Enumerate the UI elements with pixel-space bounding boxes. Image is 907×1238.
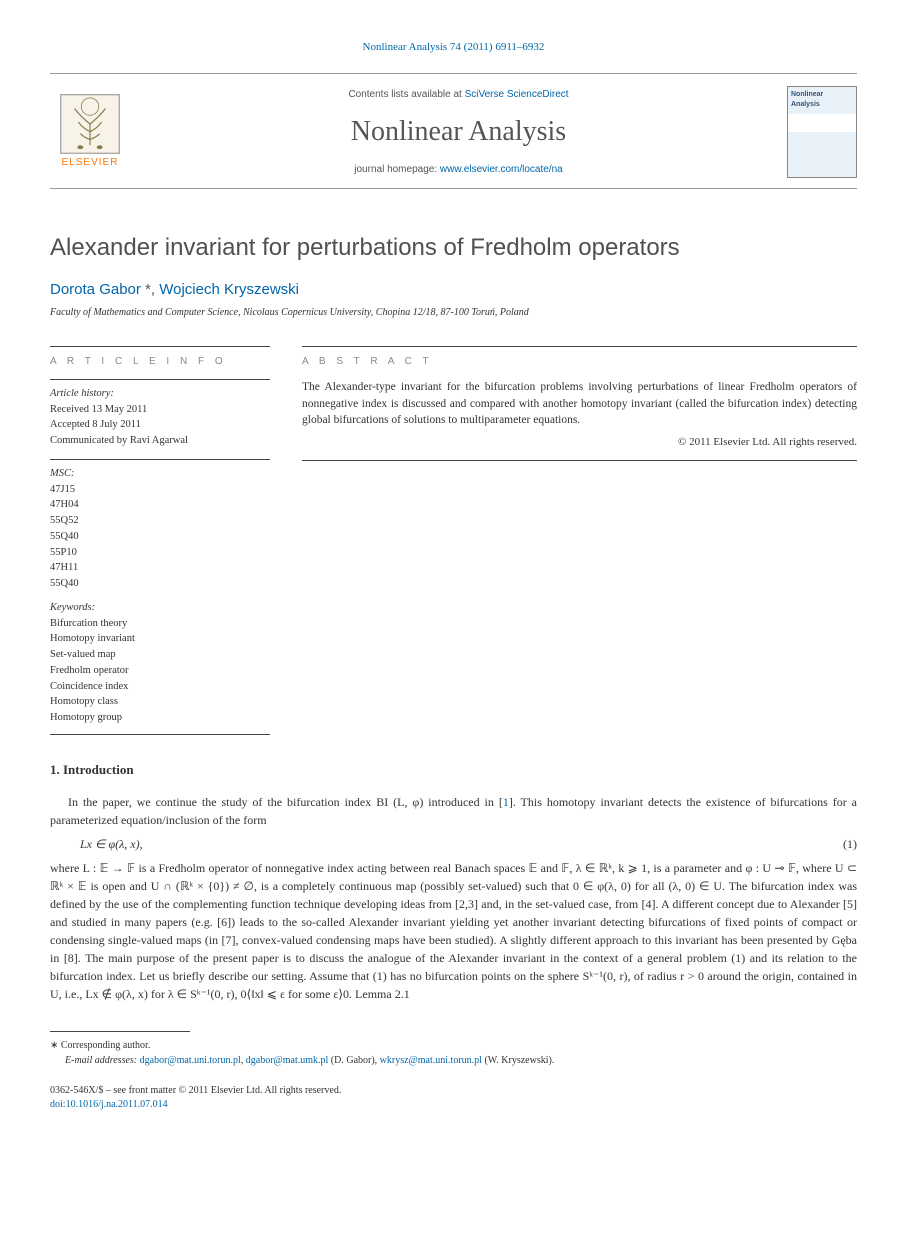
journal-name: Nonlinear Analysis [148, 112, 769, 151]
keyword: Coincidence index [50, 681, 128, 692]
elsevier-wordmark: ELSEVIER [62, 156, 119, 170]
author-1-link[interactable]: Dorota Gabor [50, 281, 141, 298]
keyword: Set-valued map [50, 649, 116, 660]
info-bottom-rule [50, 734, 270, 735]
history-block: Article history: Received 13 May 2011 Ac… [50, 379, 270, 449]
email-1-link[interactable]: dgabor@mat.uni.torun.pl [140, 1055, 241, 1066]
elsevier-tree-icon [60, 94, 120, 154]
msc-item: 47H04 [50, 499, 79, 510]
equation-1-number: (1) [843, 835, 857, 853]
journal-reference: Nonlinear Analysis 74 (2011) 6911–6932 [50, 40, 857, 55]
keyword: Homotopy group [50, 712, 122, 723]
info-abstract-row: A R T I C L E I N F O Article history: R… [50, 346, 857, 735]
footnote-rule [50, 1031, 190, 1032]
journal-cover-thumb: Nonlinear Analysis [787, 86, 857, 178]
p1a: In the paper, we continue the study of t… [68, 795, 503, 809]
article-info-column: A R T I C L E I N F O Article history: R… [50, 346, 270, 735]
received: Received 13 May 2011 [50, 404, 147, 415]
footnotes: ∗ Corresponding author. E-mail addresses… [50, 1038, 857, 1068]
history-label: Article history: [50, 388, 114, 399]
keyword: Homotopy class [50, 696, 118, 707]
article-title: Alexander invariant for perturbations of… [50, 231, 857, 265]
affiliation: Faculty of Mathematics and Computer Scie… [50, 306, 857, 320]
publisher-logo: ELSEVIER [50, 94, 130, 170]
doi-value: 10.1016/j.na.2011.07.014 [66, 1099, 168, 1110]
abstract-text: The Alexander-type invariant for the bif… [302, 379, 857, 429]
intro-p1: In the paper, we continue the study of t… [50, 793, 857, 829]
communicated: Communicated by Ravi Agarwal [50, 435, 188, 446]
email-1b-link[interactable]: dgabor@mat.umk.pl [246, 1055, 329, 1066]
keyword: Bifurcation theory [50, 618, 127, 629]
masthead: ELSEVIER Contents lists available at Sci… [50, 73, 857, 189]
email-label: E-mail addresses: [65, 1055, 137, 1066]
abstract-head: A B S T R A C T [302, 346, 857, 369]
doi-line: doi:10.1016/j.na.2011.07.014 [50, 1098, 857, 1112]
contents-prefix: Contents lists available at [348, 89, 464, 100]
equation-1-body: Lx ∈ φ(λ, x), [80, 835, 143, 853]
author-sep: *, [141, 281, 159, 298]
article-info-head: A R T I C L E I N F O [50, 346, 270, 369]
msc-item: 55Q40 [50, 578, 79, 589]
intro-body: In the paper, we continue the study of t… [50, 793, 857, 1003]
journal-ref-link[interactable]: Nonlinear Analysis 74 (2011) 6911–6932 [363, 41, 545, 53]
equation-1: Lx ∈ φ(λ, x), (1) [80, 835, 857, 853]
msc-block: MSC: 47J15 47H04 55Q52 55Q40 55P10 47H11… [50, 459, 270, 592]
msc-item: 55Q52 [50, 515, 79, 526]
section-1-heading: 1. Introduction [50, 761, 857, 779]
keywords-block: Keywords: Bifurcation theory Homotopy in… [50, 600, 270, 726]
corresponding-note: ∗ Corresponding author. [50, 1038, 857, 1053]
cover-title: Nonlinear Analysis [791, 90, 853, 110]
email-2-name: (W. Kryszewski). [482, 1055, 554, 1066]
sciencedirect-link[interactable]: SciVerse ScienceDirect [465, 89, 569, 100]
front-matter-line: 0362-546X/$ – see front matter © 2011 El… [50, 1084, 857, 1098]
homepage-link[interactable]: www.elsevier.com/locate/na [440, 164, 563, 175]
authors: Dorota Gabor *, Wojciech Kryszewski [50, 279, 857, 300]
asterisk-icon: ∗ [50, 1040, 61, 1051]
msc-item: 55Q40 [50, 531, 79, 542]
copyright: © 2011 Elsevier Ltd. All rights reserved… [302, 435, 857, 450]
doi-link[interactable]: doi:10.1016/j.na.2011.07.014 [50, 1099, 168, 1110]
accepted: Accepted 8 July 2011 [50, 419, 141, 430]
homepage-prefix: journal homepage: [354, 164, 440, 175]
bottom-matter: 0362-546X/$ – see front matter © 2011 El… [50, 1084, 857, 1112]
keyword: Homotopy invariant [50, 633, 135, 644]
homepage-line: journal homepage: www.elsevier.com/locat… [148, 163, 769, 177]
msc-item: 47J15 [50, 484, 75, 495]
msc-item: 47H11 [50, 562, 78, 573]
intro-p2: where L : 𝔼 → 𝔽 is a Fredholm operator o… [50, 859, 857, 1003]
contents-line: Contents lists available at SciVerse Sci… [148, 88, 769, 102]
corresponding-text: Corresponding author. [61, 1040, 150, 1051]
email-1-name: (D. Gabor), [328, 1055, 379, 1066]
abstract-column: A B S T R A C T The Alexander-type invar… [302, 346, 857, 735]
msc-item: 55P10 [50, 547, 77, 558]
doi-label: doi: [50, 1099, 66, 1110]
msc-label: MSC: [50, 468, 75, 479]
author-2-link[interactable]: Wojciech Kryszewski [159, 281, 299, 298]
email-2-link[interactable]: wkrysz@mat.uni.torun.pl [380, 1055, 482, 1066]
abstract-bottom-rule [302, 460, 857, 461]
masthead-center: Contents lists available at SciVerse Sci… [148, 88, 769, 177]
keyword: Fredholm operator [50, 665, 128, 676]
email-line: E-mail addresses: dgabor@mat.uni.torun.p… [50, 1053, 857, 1068]
keywords-label: Keywords: [50, 602, 95, 613]
